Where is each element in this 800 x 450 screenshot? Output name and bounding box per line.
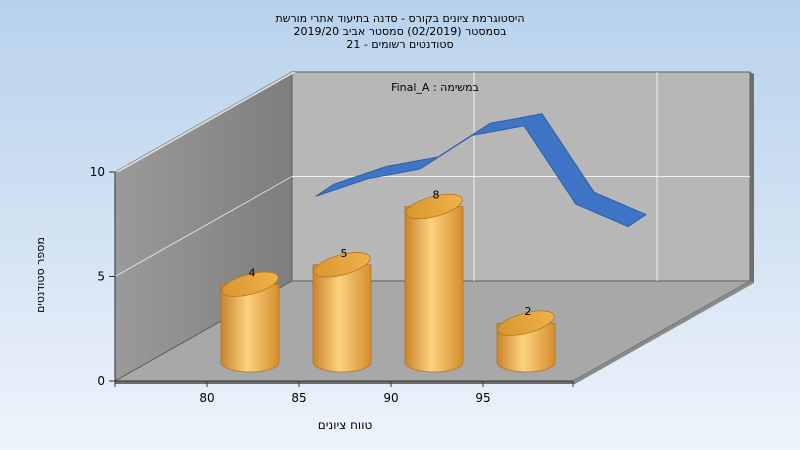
back-wall-rim	[750, 72, 754, 283]
overlay-curve	[315, 113, 647, 228]
x-tick-label-85: 85	[291, 391, 306, 405]
bar-80	[220, 271, 280, 373]
chart-bars	[220, 193, 556, 373]
overlay-curve-ribbon	[315, 113, 647, 228]
y-tick-label-5: 5	[97, 270, 105, 284]
data-label-90: 8	[433, 189, 440, 202]
data-label-95: 2	[525, 305, 532, 318]
left-wall-top-edge	[115, 72, 296, 172]
x-tick-label-95: 95	[475, 391, 490, 405]
y-tick-label-0: 0	[97, 374, 105, 388]
bar-95	[496, 310, 556, 373]
x-axis-label: טווח ציונים	[317, 418, 373, 432]
y-tick-label-10: 10	[90, 165, 105, 179]
y-axis-label: מספר סטודנטים	[34, 237, 47, 313]
floor-side-rim	[573, 281, 754, 384]
data-label-85: 5	[341, 247, 348, 260]
x-tick-label-90: 90	[383, 391, 398, 405]
bar-90	[404, 193, 464, 373]
floor-rim	[115, 381, 575, 384]
bar-body-80	[220, 283, 280, 373]
bar-top-85	[313, 252, 371, 278]
bar-body-85	[312, 264, 372, 373]
x-tick-label-80: 80	[199, 391, 214, 405]
bar-body-90	[404, 206, 464, 373]
chart-title-line-3: סטודנטים רשומים - 21	[346, 38, 454, 51]
gridline-left-1	[114, 176, 293, 277]
bar-top-80	[221, 271, 279, 297]
chart-title-line-2: בסמסטר (02/2019) סמסטר אביב 2019/20	[293, 25, 507, 38]
chart-title-line-1: היסטוגרמת ציונים בקורס - סדנה בתיעוד אתר…	[275, 12, 525, 25]
chart-labels: 4 5 8 2 0 5 10 80 85 90 95	[90, 165, 574, 405]
data-label-80: 4	[249, 266, 256, 279]
bar-top-90	[405, 193, 463, 220]
bar-top-95	[497, 310, 555, 336]
overlay-label: במשימה : Final_A	[391, 81, 479, 94]
bar-85	[312, 252, 372, 373]
